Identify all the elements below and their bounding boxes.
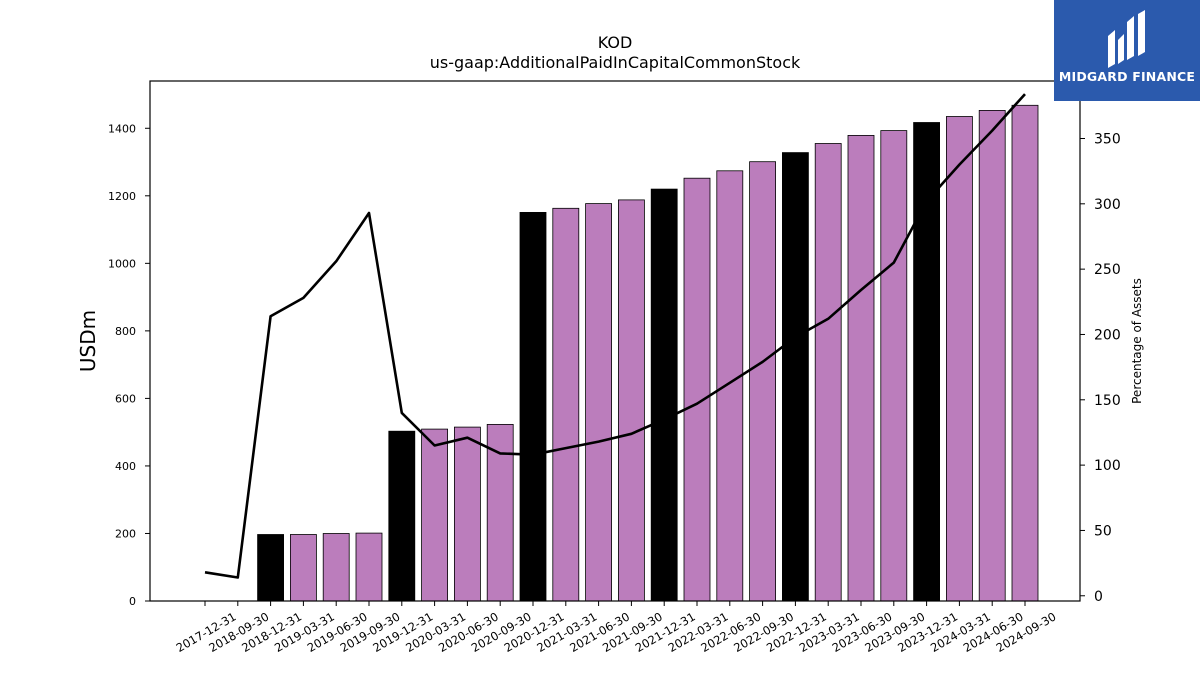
bar-2019-09-30 bbox=[355, 532, 383, 602]
y2-tick-label: 0 bbox=[1094, 589, 1103, 605]
midgard-finance-logo: MIDGARD FINANCE bbox=[1054, 0, 1200, 101]
y-tick-label: 1200 bbox=[108, 190, 136, 203]
bar-2023-06-30 bbox=[847, 134, 875, 602]
chart-subtitle: us-gaap:AdditionalPaidInCapitalCommonSto… bbox=[430, 53, 801, 72]
y2-tick-label: 150 bbox=[1094, 393, 1121, 409]
bar-2022-03-31 bbox=[683, 177, 711, 602]
bar-2021-06-30 bbox=[585, 203, 612, 602]
x-axis-ticks: 2017-12-312018-09-302018-12-312019-03-31… bbox=[174, 601, 1059, 655]
y-tick-label: 1400 bbox=[108, 122, 136, 135]
y-tick-label: 200 bbox=[115, 527, 136, 540]
bar-2024-03-31 bbox=[946, 116, 973, 602]
bar-2023-12-31 bbox=[913, 122, 940, 602]
y2-tick-label: 50 bbox=[1094, 523, 1112, 539]
bars bbox=[257, 104, 1039, 602]
y-tick-label: 800 bbox=[115, 325, 136, 338]
bar-2021-12-31 bbox=[650, 188, 678, 602]
y2-axis-label: Percentage of Assets bbox=[1130, 278, 1144, 404]
logo-text: MIDGARD FINANCE bbox=[1058, 69, 1196, 84]
chart-title: KOD bbox=[598, 33, 633, 52]
bar-2020-03-31 bbox=[421, 428, 449, 602]
bar-2019-06-30 bbox=[322, 533, 350, 602]
logo-mark-icon bbox=[1108, 10, 1145, 68]
y-tick-label: 0 bbox=[129, 595, 136, 608]
bar-2019-12-31 bbox=[388, 430, 416, 602]
bar-2021-09-30 bbox=[618, 199, 645, 602]
plot-frame bbox=[149, 80, 1081, 602]
y-tick-label: 1000 bbox=[108, 257, 136, 270]
bar-2022-06-30 bbox=[716, 170, 744, 602]
bar-2020-06-30 bbox=[453, 426, 481, 602]
bar-2020-12-31 bbox=[519, 211, 547, 602]
bar-2020-09-30 bbox=[486, 423, 514, 602]
bar-2024-09-30 bbox=[1011, 104, 1039, 602]
bar-2018-12-31 bbox=[257, 534, 285, 602]
y-tick-label: 400 bbox=[115, 460, 136, 473]
bar-2019-03-31 bbox=[289, 534, 317, 602]
right-axis-ticks: 0 50 100 150 200 250 300 350 bbox=[1080, 131, 1121, 605]
series-line bbox=[204, 93, 1026, 579]
bar-2022-09-30 bbox=[749, 161, 776, 602]
bar-2022-12-31 bbox=[782, 152, 809, 602]
bar-2021-03-31 bbox=[552, 207, 580, 602]
bar-2024-06-30 bbox=[978, 110, 1006, 602]
y2-tick-label: 250 bbox=[1094, 262, 1121, 278]
bar-2023-09-30 bbox=[880, 130, 908, 602]
bar-2023-03-31 bbox=[814, 143, 842, 602]
y2-tick-label: 350 bbox=[1094, 131, 1121, 147]
y-axis-label: USDm bbox=[76, 310, 100, 372]
y2-tick-label: 300 bbox=[1094, 197, 1121, 213]
y2-tick-label: 100 bbox=[1094, 458, 1121, 474]
left-axis-ticks: 0 200 400 600 800 1000 1200 1400 bbox=[108, 122, 150, 608]
y-tick-label: 600 bbox=[115, 392, 136, 405]
y2-tick-label: 200 bbox=[1094, 327, 1121, 343]
